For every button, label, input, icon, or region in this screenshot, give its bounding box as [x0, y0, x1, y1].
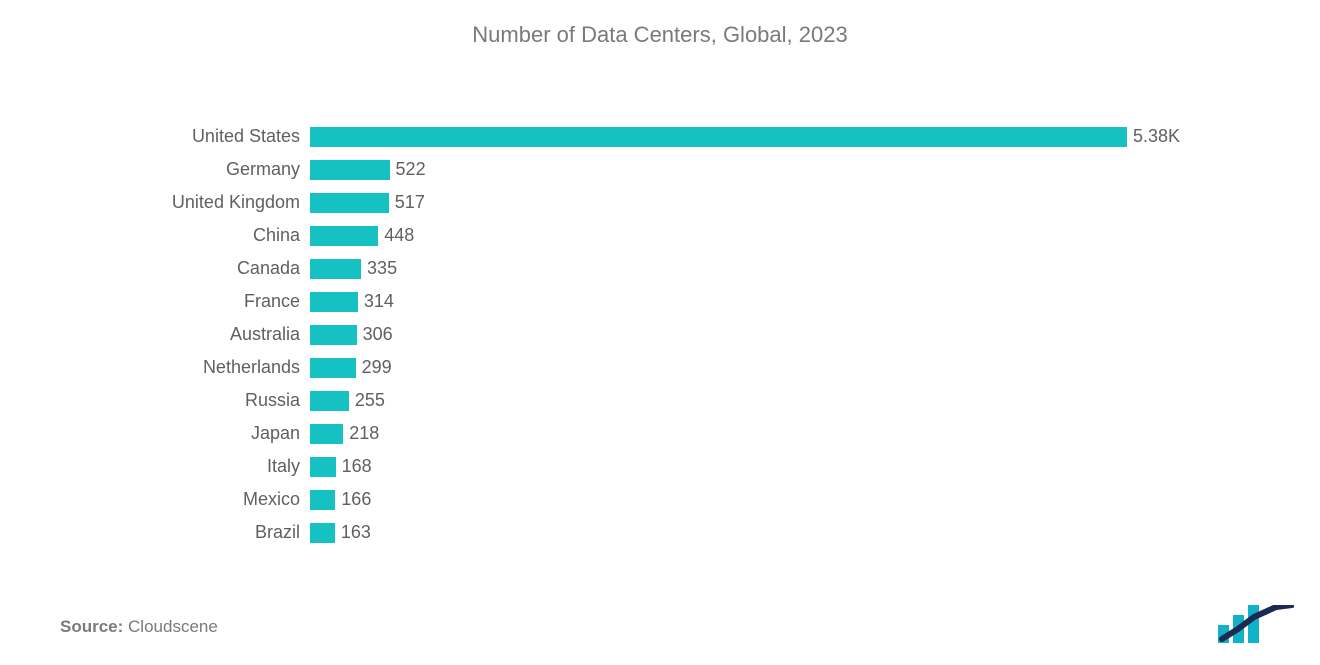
category-label: Russia — [245, 390, 310, 411]
category-label: Japan — [251, 423, 310, 444]
bar-row: Brazil163 — [310, 516, 1180, 549]
bar — [310, 358, 356, 378]
brand-logo — [1216, 605, 1294, 645]
bar-row: United States5.38K — [310, 120, 1180, 153]
bar-row: Mexico166 — [310, 483, 1180, 516]
bar-row: China448 — [310, 219, 1180, 252]
bar — [310, 457, 336, 477]
chart-title: Number of Data Centers, Global, 2023 — [0, 22, 1320, 48]
category-label: Italy — [267, 456, 310, 477]
category-label: Mexico — [243, 489, 310, 510]
bar — [310, 160, 390, 180]
value-label: 335 — [361, 258, 397, 279]
bar — [310, 325, 357, 345]
category-label: China — [253, 225, 310, 246]
bar-row: Italy168 — [310, 450, 1180, 483]
value-label: 306 — [357, 324, 393, 345]
category-label: France — [244, 291, 310, 312]
bar — [310, 259, 361, 279]
bar — [310, 424, 343, 444]
bar — [310, 523, 335, 543]
value-label: 299 — [356, 357, 392, 378]
source-label: Source: — [60, 617, 123, 636]
category-label: Australia — [230, 324, 310, 345]
value-label: 517 — [389, 192, 425, 213]
value-label: 448 — [378, 225, 414, 246]
value-label: 218 — [343, 423, 379, 444]
category-label: United States — [192, 126, 310, 147]
bar-row: Australia306 — [310, 318, 1180, 351]
category-label: Canada — [237, 258, 310, 279]
value-label: 5.38K — [1127, 126, 1180, 147]
value-label: 166 — [335, 489, 371, 510]
bar-row: United Kingdom517 — [310, 186, 1180, 219]
bar — [310, 127, 1127, 147]
chart-container: Number of Data Centers, Global, 2023 Uni… — [0, 0, 1320, 665]
bar-row: Russia255 — [310, 384, 1180, 417]
bar-row: Netherlands299 — [310, 351, 1180, 384]
value-label: 163 — [335, 522, 371, 543]
category-label: Brazil — [255, 522, 310, 543]
plot-area: United States5.38KGermany522United Kingd… — [310, 120, 1180, 550]
category-label: United Kingdom — [172, 192, 310, 213]
source-attribution: Source: Cloudscene — [60, 617, 218, 637]
category-label: Netherlands — [203, 357, 310, 378]
bar-row: Germany522 — [310, 153, 1180, 186]
value-label: 314 — [358, 291, 394, 312]
bar — [310, 193, 389, 213]
bar-row: France314 — [310, 285, 1180, 318]
value-label: 255 — [349, 390, 385, 411]
bar — [310, 292, 358, 312]
bar-row: Canada335 — [310, 252, 1180, 285]
category-label: Germany — [226, 159, 310, 180]
value-label: 522 — [390, 159, 426, 180]
value-label: 168 — [336, 456, 372, 477]
source-name: Cloudscene — [128, 617, 218, 636]
bar — [310, 226, 378, 246]
bar — [310, 391, 349, 411]
bar — [310, 490, 335, 510]
bar-row: Japan218 — [310, 417, 1180, 450]
